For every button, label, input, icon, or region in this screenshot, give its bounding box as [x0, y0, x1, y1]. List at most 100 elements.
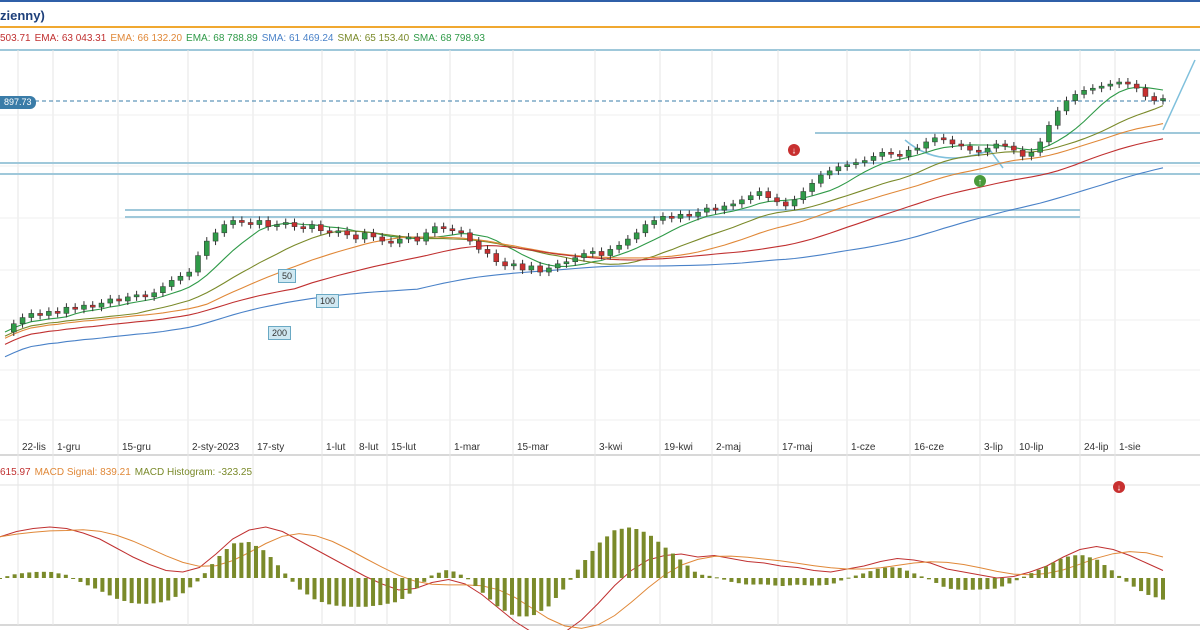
x-tick-label: 24-lip: [1084, 442, 1109, 453]
macd-hist-bar: [49, 571, 54, 578]
macd-hist-bar: [151, 578, 156, 604]
candle-body: [712, 207, 719, 211]
macd-hist-bar: [904, 570, 909, 578]
candle-body: [1142, 87, 1149, 97]
candle-body: [72, 306, 78, 310]
candle-body: [879, 151, 886, 157]
candle-body: [107, 298, 114, 304]
macd-hist-bar: [1029, 573, 1034, 578]
macd-hist-bar: [1014, 578, 1019, 581]
candle-body: [133, 294, 140, 298]
macd-sell-marker: [1113, 481, 1125, 493]
macd-hist-bar: [144, 578, 149, 604]
macd-hist-bar: [356, 578, 361, 607]
candle-body: [861, 160, 868, 163]
candle-body: [1125, 81, 1131, 85]
candle-body: [853, 162, 859, 165]
macd-hist-bar: [568, 578, 573, 580]
moving-average-lines: [4, 86, 1164, 358]
candle-body: [467, 232, 473, 242]
candlesticks: [11, 78, 1166, 336]
x-tick-label: 3-lip: [984, 442, 1003, 453]
macd-hist-bar: [590, 550, 595, 578]
candle-body: [54, 311, 61, 314]
macd-hist-bar: [129, 578, 134, 604]
macd-hist-bar: [188, 578, 193, 588]
macd-hist-bar: [656, 541, 661, 578]
macd-hist-bar: [290, 578, 295, 582]
macd-hist-bar: [334, 578, 339, 606]
macd-hist-bar: [809, 578, 814, 586]
candle-body: [519, 263, 526, 271]
candle-body: [1002, 143, 1008, 147]
candle-body: [642, 224, 649, 234]
candle-body: [695, 211, 701, 217]
candle-body: [256, 220, 263, 225]
macd-hist-bar: [934, 578, 939, 583]
indicator-value-6: SMA: 68 798.93: [413, 33, 485, 44]
macd-hist-bar: [517, 578, 522, 617]
macd-hist-bar: [773, 578, 778, 586]
macd-hist-bar: [839, 578, 844, 581]
macd-hist-bar: [1095, 559, 1100, 578]
macd-hist-bar: [1161, 578, 1165, 600]
candle-body: [1160, 98, 1166, 101]
macd-hist-bar: [722, 578, 727, 580]
macd-hist-bar: [19, 573, 24, 578]
candle-body: [379, 236, 385, 242]
macd-hist-bar: [166, 578, 171, 601]
candle-body: [1037, 141, 1043, 153]
macd-hist-bar: [385, 578, 390, 604]
ma-line-3: [4, 138, 1164, 345]
sell-signal-marker-glyph: ↓: [792, 146, 797, 156]
candle-body: [739, 199, 745, 205]
macd-hist-bar: [678, 559, 683, 578]
x-tick-label: 1-gru: [57, 442, 80, 453]
macd-hist-bar: [202, 573, 207, 578]
macd-hist-bar: [795, 578, 800, 585]
macd-hist-bar: [56, 573, 61, 578]
candle-body: [870, 156, 877, 161]
macd-hist-bar: [1051, 562, 1056, 578]
candle-body: [888, 151, 894, 155]
indicator-value-1: EMA: 63 043.31: [34, 33, 107, 44]
macd-signal-line: [0, 529, 1164, 629]
candle-body: [397, 238, 403, 244]
ma100-label: 100: [316, 294, 340, 308]
candle-body: [19, 317, 26, 324]
candle-body: [1081, 90, 1087, 95]
macd-hist-bar: [341, 578, 346, 607]
candle-body: [37, 313, 43, 316]
macd-hist-bar: [553, 578, 558, 598]
candle-body: [265, 220, 271, 227]
x-tick-label: 2-maj: [716, 442, 741, 453]
macd-hist-bar: [1036, 569, 1041, 578]
candle-body: [204, 240, 210, 256]
macd-hist-bar: [912, 573, 917, 578]
macd-hist-bar: [1153, 578, 1158, 598]
macd-hist-bar: [1007, 578, 1012, 584]
macd-hist-bar: [941, 578, 946, 587]
macd-hist-bar: [546, 578, 551, 607]
candle-body: [1063, 100, 1070, 112]
candle-body: [660, 216, 666, 221]
macd-hist-bar: [122, 578, 127, 601]
candle-body: [98, 302, 105, 308]
macd-hist-bar: [641, 531, 646, 578]
candle-body: [607, 249, 614, 256]
macd-hist-bar: [78, 578, 83, 582]
candle-body: [677, 213, 684, 219]
macd-hist-bar: [875, 568, 880, 578]
chart-title-bar: zienny): [0, 0, 1200, 28]
ma-line-1: [4, 105, 1164, 337]
macd-hist-bar: [268, 557, 273, 578]
macd-hist-bar: [451, 571, 456, 578]
signal-markers: ↓ ↑ ↓: [788, 144, 1125, 493]
candle-body: [230, 220, 236, 225]
x-tick-label: 1-sie: [1119, 442, 1141, 453]
macd-hist-bar: [524, 578, 529, 617]
macd-hist-bar: [27, 572, 32, 578]
macd-hist-bar: [751, 578, 756, 585]
indicator-value-5: SMA: 65 153.40: [337, 33, 410, 44]
